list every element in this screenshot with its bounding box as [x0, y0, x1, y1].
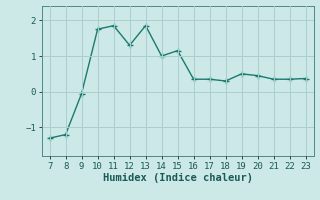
- X-axis label: Humidex (Indice chaleur): Humidex (Indice chaleur): [103, 173, 252, 183]
